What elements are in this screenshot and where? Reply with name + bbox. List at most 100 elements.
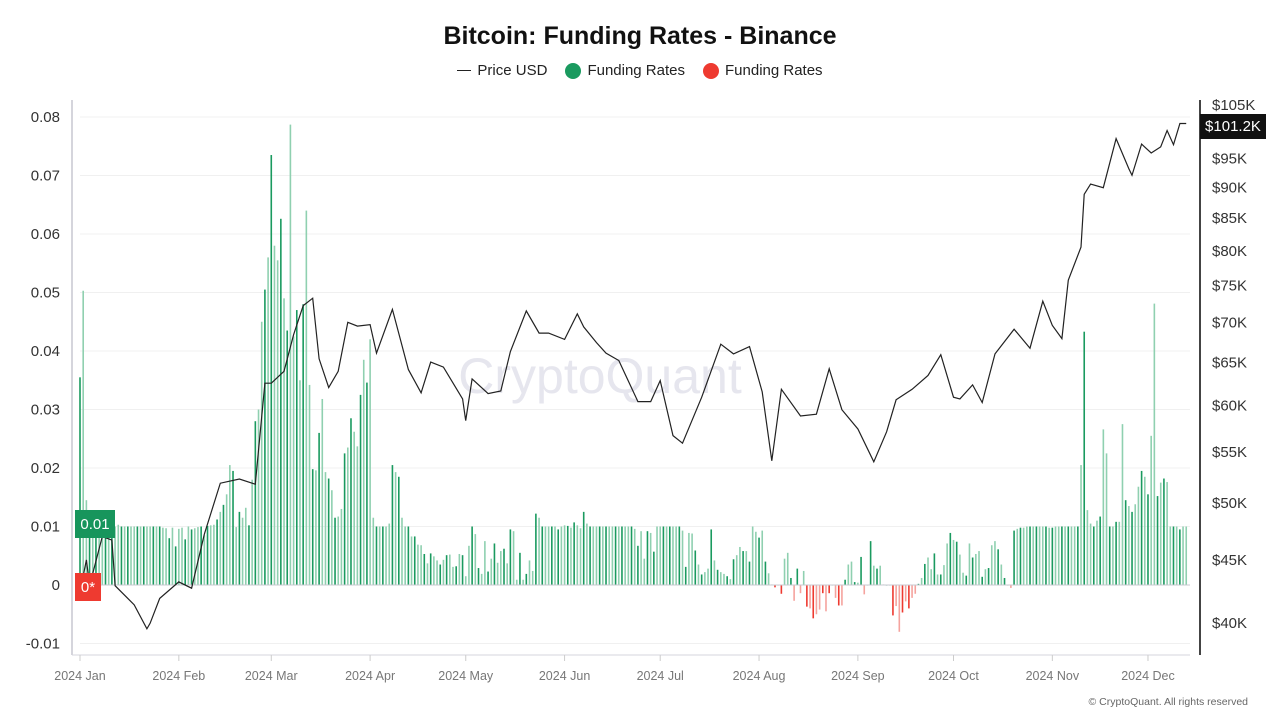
funding-bar: [723, 573, 725, 585]
funding-bar: [225, 494, 228, 585]
funding-bar: [343, 453, 346, 585]
funding-bar: [1099, 516, 1101, 585]
funding-bar: [1073, 526, 1076, 585]
funding-bar: [452, 566, 454, 585]
funding-bar: [1057, 526, 1060, 585]
green-dot-icon: [565, 62, 582, 79]
funding-bar: [614, 526, 617, 585]
funding-bar: [547, 526, 550, 585]
legend-item-funding-positive[interactable]: Funding Rates: [565, 62, 685, 79]
funding-bar: [117, 524, 120, 585]
funding-bar: [653, 551, 655, 585]
funding-bar: [496, 562, 499, 585]
funding-bar: [1019, 527, 1022, 585]
funding-bar: [1035, 526, 1038, 585]
funding-bar: [346, 447, 349, 585]
funding-bar: [579, 528, 582, 585]
funding-bar: [822, 585, 824, 594]
funding-bar: [1179, 529, 1181, 585]
funding-reference-badge: 0.01: [75, 510, 115, 538]
right-tick-label: $85K: [1212, 210, 1247, 227]
right-tick-label: $90K: [1212, 180, 1247, 197]
funding-bar: [404, 526, 406, 585]
funding-bar: [713, 560, 716, 585]
funding-bar: [213, 524, 215, 585]
funding-bar: [235, 527, 238, 585]
funding-bar: [302, 304, 304, 585]
funding-bar: [1128, 506, 1130, 585]
funding-bar: [1089, 523, 1092, 585]
funding-bar: [120, 526, 123, 585]
funding-bar: [656, 526, 658, 585]
funding-bar: [691, 533, 693, 585]
funding-bar: [519, 552, 521, 585]
funding-bar: [662, 526, 665, 585]
legend-label: Funding Rates: [725, 62, 823, 79]
funding-bar: [576, 525, 579, 585]
right-tick-label: $50K: [1212, 495, 1247, 512]
funding-bar: [1118, 521, 1121, 585]
funding-bar: [91, 526, 94, 585]
funding-bar: [566, 525, 569, 585]
funding-bar: [853, 582, 856, 585]
right-tick-label: $45K: [1212, 552, 1247, 569]
funding-bar: [605, 526, 607, 585]
legend-item-funding-negative[interactable]: Funding Rates: [703, 62, 823, 79]
funding-bar: [286, 330, 289, 585]
funding-bar: [879, 565, 881, 585]
funding-bar: [1013, 530, 1015, 585]
funding-bar: [1080, 465, 1082, 585]
funding-bar: [809, 585, 811, 609]
funding-bar: [292, 336, 295, 585]
funding-bar: [684, 566, 687, 585]
funding-bar: [276, 260, 279, 585]
funding-bar: [273, 245, 276, 585]
funding-bar: [283, 298, 285, 585]
legend-item-price[interactable]: Price USD: [457, 62, 547, 79]
funding-bar: [1026, 526, 1028, 585]
funding-bar: [793, 585, 795, 601]
copyright: © CryptoQuant. All rights reserved: [1088, 696, 1248, 708]
funding-bar: [1175, 526, 1178, 585]
funding-bar: [468, 545, 470, 585]
funding-bar: [841, 585, 843, 606]
funding-bar: [825, 585, 827, 612]
funding-bar: [369, 339, 371, 585]
funding-bar: [1051, 527, 1054, 585]
funding-bar: [391, 465, 394, 585]
funding-bar: [190, 529, 193, 585]
funding-bar: [987, 568, 990, 585]
axes: 0.08 0.07 0.06 0.05 0.04 0.03 0.02 0.01 0 -0.01 $1…: [26, 97, 1256, 683]
funding-bar: [774, 585, 776, 588]
funding-bar: [1185, 526, 1188, 585]
x-tick-label: 2024 Apr: [345, 669, 395, 683]
funding-bar: [627, 526, 630, 585]
funding-bar: [315, 470, 317, 585]
funding-bar: [382, 526, 384, 585]
right-tick-label: $95K: [1212, 150, 1247, 167]
funding-bar: [758, 537, 760, 585]
funding-bar: [260, 321, 263, 585]
funding-bar: [254, 421, 257, 585]
right-tick-label: $60K: [1212, 397, 1247, 414]
funding-bar: [863, 585, 866, 595]
right-tick-label: $55K: [1212, 444, 1247, 461]
funding-bar: [688, 532, 690, 585]
funding-bar: [394, 472, 397, 585]
funding-bar: [959, 554, 961, 585]
funding-bar: [901, 585, 904, 613]
funding-bar: [939, 574, 942, 585]
funding-bar: [739, 546, 741, 585]
funding-bar: [917, 583, 920, 585]
funding-bar: [640, 531, 642, 585]
funding-bar: [1102, 429, 1105, 585]
funding-bar: [244, 507, 247, 585]
funding-bar: [1083, 331, 1086, 585]
funding-bar: [850, 561, 853, 585]
funding-bar: [531, 570, 534, 585]
x-tick-label: 2024 Mar: [245, 669, 298, 683]
funding-bar: [500, 551, 502, 585]
funding-bar: [200, 526, 202, 585]
funding-bar: [1159, 482, 1162, 585]
right-tick-label: $75K: [1212, 277, 1247, 294]
